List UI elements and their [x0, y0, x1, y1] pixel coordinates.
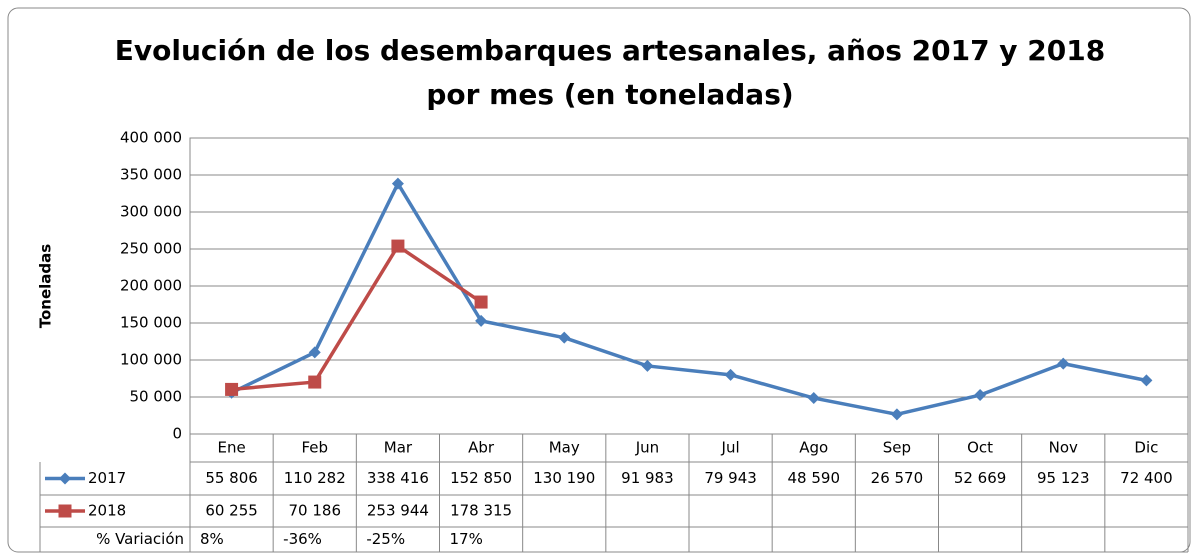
x-tick-label: Dic	[1134, 439, 1158, 457]
x-tick-label: Ago	[799, 439, 828, 457]
data-label: 338 416	[367, 469, 429, 487]
y-tick-label: 400 000	[120, 129, 182, 147]
marker	[475, 314, 488, 327]
data-label: 72 400	[1120, 469, 1173, 487]
marker	[890, 408, 903, 421]
y-tick-label: 300 000	[120, 203, 182, 221]
data-label: 253 944	[367, 502, 429, 520]
marker	[558, 331, 571, 344]
marker	[391, 177, 404, 190]
data-label: 152 850	[450, 469, 512, 487]
legend-label: 2017	[88, 469, 126, 487]
x-tick-label: Mar	[384, 439, 413, 457]
marker	[308, 375, 322, 389]
marker	[974, 389, 987, 402]
x-tick-label: Oct	[967, 439, 993, 457]
line	[231, 244, 483, 392]
marker	[391, 239, 405, 253]
marker	[308, 346, 321, 359]
legend-marker	[58, 504, 72, 518]
marker	[225, 382, 239, 396]
data-label: 110 282	[284, 469, 346, 487]
marker	[1057, 357, 1070, 370]
marker	[474, 295, 488, 309]
variation-value: -36%	[283, 530, 322, 548]
marker	[1140, 374, 1153, 387]
marker	[807, 392, 820, 405]
data-label: 70 186	[289, 502, 342, 520]
data-label: 91 983	[621, 469, 674, 487]
data-label: 26 570	[871, 469, 924, 487]
x-tick-label: Sep	[883, 439, 911, 457]
variation-value: 8%	[200, 530, 224, 548]
chart-title: por mes (en toneladas)	[426, 78, 793, 111]
data-label: 60 255	[205, 502, 258, 520]
y-tick-label: 50 000	[130, 388, 183, 406]
data-label: 95 123	[1037, 469, 1090, 487]
x-tick-label: Abr	[468, 439, 495, 457]
x-tick-label: Jun	[635, 439, 659, 457]
x-tick-label: Feb	[301, 439, 328, 457]
y-tick-label: 350 000	[120, 166, 182, 184]
variation-value: -25%	[366, 530, 405, 548]
data-label: 79 943	[704, 469, 757, 487]
y-tick-label: 200 000	[120, 277, 182, 295]
y-axis-label: Toneladas	[37, 244, 55, 329]
x-tick-label: May	[549, 439, 580, 457]
data-label: 55 806	[205, 469, 258, 487]
x-tick-label: Jul	[721, 439, 740, 457]
variation-value: 17%	[450, 530, 483, 548]
x-tick-label: Ene	[217, 439, 245, 457]
legend-label: 2018	[88, 502, 126, 520]
x-tick-label: Nov	[1049, 439, 1078, 457]
marker	[641, 359, 654, 372]
row-label: % Variación	[96, 530, 184, 548]
data-label: 130 190	[533, 469, 595, 487]
marker	[724, 368, 737, 381]
y-tick-label: 250 000	[120, 240, 182, 258]
data-label: 52 669	[954, 469, 1007, 487]
data-label: 178 315	[450, 502, 512, 520]
y-tick-label: 100 000	[120, 351, 182, 369]
line	[230, 181, 1147, 417]
y-tick-label: 0	[172, 425, 182, 443]
data-label: 48 590	[788, 469, 841, 487]
legend-marker	[59, 472, 71, 485]
chart-title: Evolución de los desembarques artesanale…	[115, 34, 1105, 67]
y-tick-label: 150 000	[120, 314, 182, 332]
